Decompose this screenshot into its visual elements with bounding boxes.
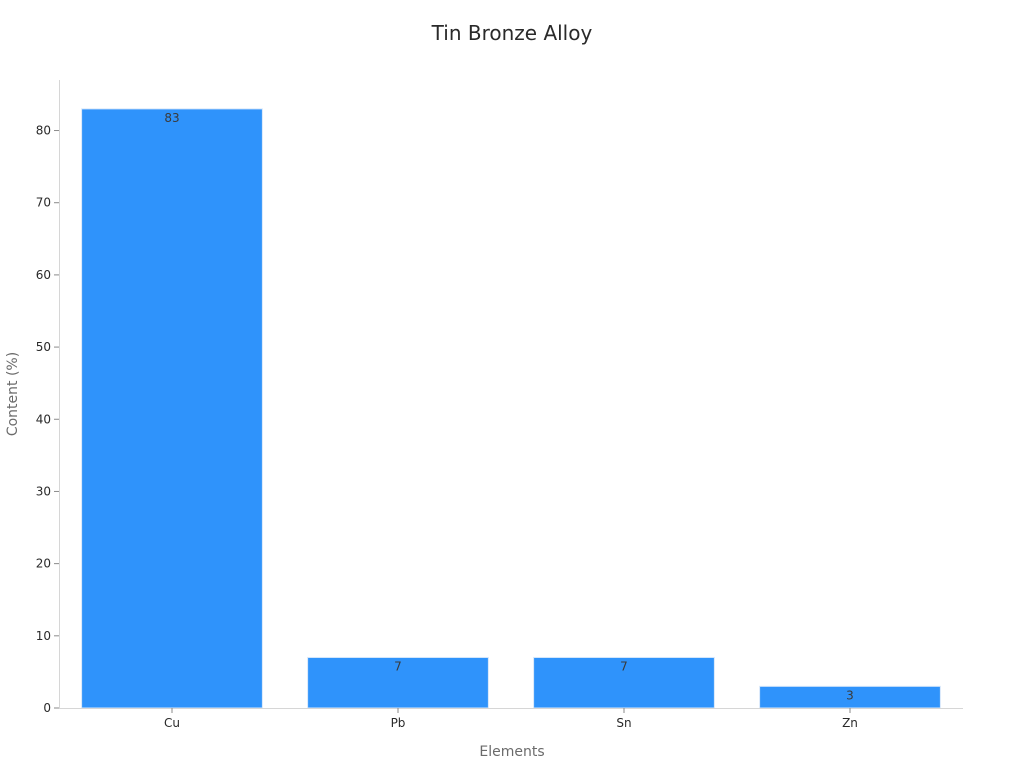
y-tick-label: 50 [36,340,51,354]
chart-title: Tin Bronze Alloy [431,21,593,45]
bars-group [81,108,941,709]
bar-pb [307,656,489,709]
y-tick-label: 80 [36,124,51,138]
y-tick-label: 70 [36,196,51,210]
x-tick-label: Sn [616,716,631,730]
y-tick-label: 30 [36,484,51,498]
x-tick-label: Zn [842,716,858,730]
y-ticks-group: 0 10 20 30 40 50 60 70 80 [36,124,59,715]
y-tick-label: 20 [36,557,51,571]
y-tick-label: 40 [36,412,51,426]
x-tick-label: Cu [164,716,180,730]
data-labels-group: 83 7 7 3 [164,111,853,702]
y-tick-label: 0 [43,701,51,715]
bar-sn [533,656,715,709]
data-label-cu: 83 [164,111,179,125]
bar-cu [81,108,263,709]
data-label-sn: 7 [620,659,628,673]
y-tick-label: 60 [36,268,51,282]
x-tick-label: Pb [391,716,406,730]
data-label-zn: 3 [846,688,854,702]
data-label-pb: 7 [394,659,402,673]
y-tick-label: 10 [36,629,51,643]
x-ticks-group: Cu Pb Sn Zn [164,708,858,730]
y-axis-label: Content (%) [5,352,21,436]
x-axis-label: Elements [479,744,544,760]
